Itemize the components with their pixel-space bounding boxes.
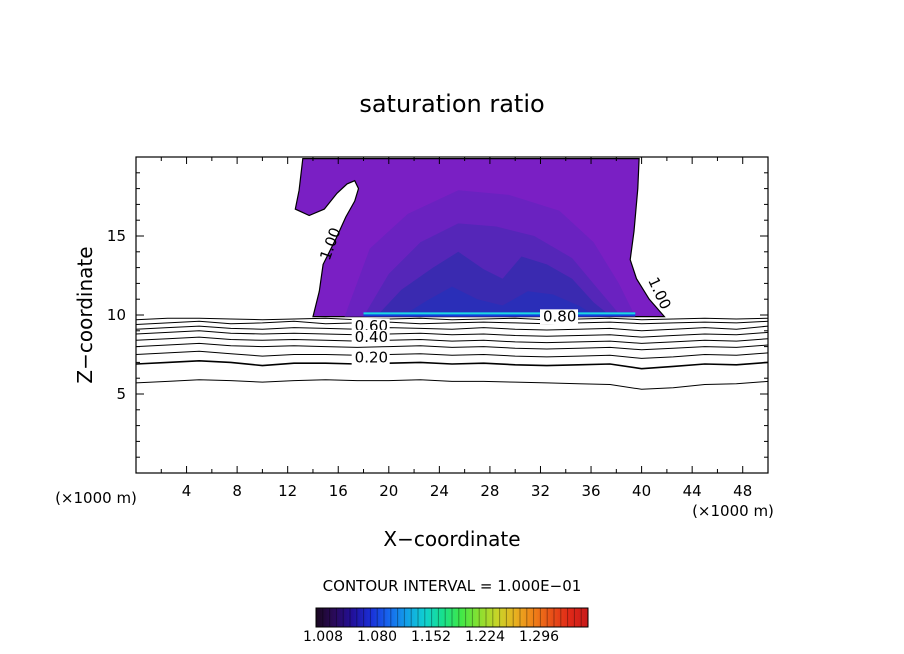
- contour-line-0.7: [135, 325, 769, 332]
- y-tick-label: 15: [107, 227, 126, 245]
- x-tick-label: 12: [278, 482, 297, 500]
- x-tick-label: 36: [581, 482, 600, 500]
- y-axis-label: Z−coordinate: [73, 246, 97, 383]
- x-tick-label: 20: [379, 482, 398, 500]
- chart-title: saturation ratio: [359, 90, 544, 118]
- contour-label-mask: [351, 350, 390, 366]
- inner-level-region-4: [401, 286, 598, 317]
- x-tick-label: 48: [733, 482, 752, 500]
- contour-line-0.1: [135, 379, 769, 390]
- contour-label-group: 0.20: [351, 348, 390, 366]
- contour-line-0.8: [135, 320, 769, 325]
- colorbar-tick-label: 1.224: [465, 629, 505, 645]
- y-tick-label: 10: [107, 306, 126, 324]
- contour-label: 0.80: [543, 307, 576, 325]
- contour-label: 0.40: [355, 328, 388, 346]
- colorbar-tick-label: 1.152: [411, 629, 451, 645]
- contour-line-0.5: [135, 336, 769, 344]
- x-unit-left: (×1000 m): [55, 489, 137, 507]
- plot-area: 1.001.000.800.600.400.20 4 8 12 16 20 24 28 32 3…: [107, 156, 769, 500]
- colorbar-tick-label: 1.080: [357, 629, 397, 645]
- filled-contours: [294, 158, 666, 318]
- colorbar: 1.008 1.080 1.152 1.224 1.296: [303, 607, 589, 645]
- colorbar-tick-label: 1.008: [303, 629, 343, 645]
- x-tick-label: 16: [329, 482, 348, 500]
- contour-label-group: 0.80: [540, 307, 579, 325]
- y-tick-label: 5: [116, 385, 126, 403]
- x-tick-label: 24: [430, 482, 449, 500]
- x-unit-right: (×1000 m): [692, 502, 774, 520]
- contour-line-0.3: [135, 350, 769, 359]
- contour-label-group: 0.40: [351, 328, 390, 346]
- contour-line-0.2: [135, 359, 769, 370]
- x-tick-label: 32: [531, 482, 550, 500]
- contour-line-0.6: [135, 330, 769, 338]
- contour-interval-text: CONTOUR INTERVAL = 1.000E−01: [323, 577, 582, 595]
- colorbar-frame: [315, 607, 589, 628]
- colorbar-gradient: [316, 608, 588, 627]
- x-tick-label: 40: [632, 482, 651, 500]
- x-tick-label: 8: [232, 482, 242, 500]
- colorbar-tick-label: 1.296: [519, 629, 559, 645]
- contour-lines: [135, 317, 769, 390]
- contour-label: 0.20: [355, 348, 388, 366]
- contour-line-0.9: [135, 317, 769, 321]
- x-tick-label: 28: [480, 482, 499, 500]
- x-axis-label: X−coordinate: [383, 527, 520, 551]
- contour-label-mask: [540, 309, 579, 325]
- x-tick-label: 44: [683, 482, 702, 500]
- contour-label-mask: [351, 329, 390, 345]
- x-tick-label: 4: [182, 482, 192, 500]
- contour-line-0.4: [135, 342, 769, 351]
